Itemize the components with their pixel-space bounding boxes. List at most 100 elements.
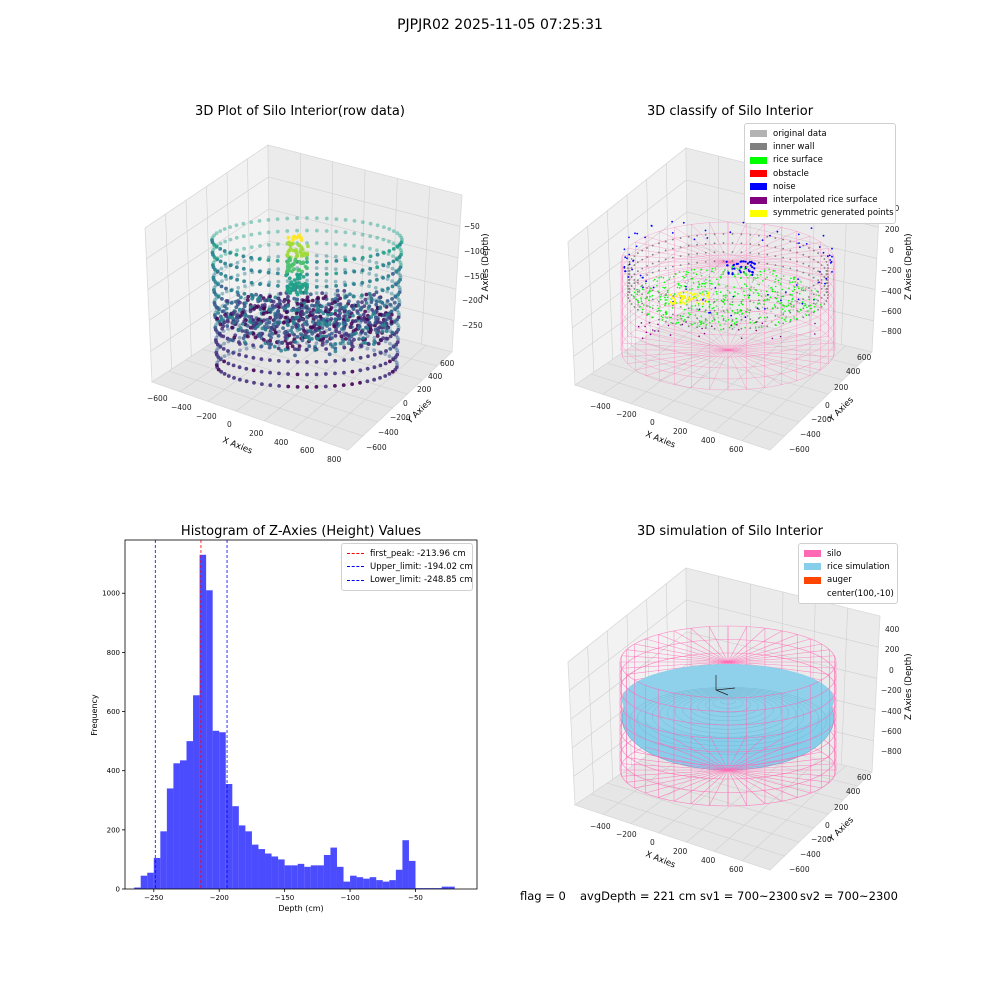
plot1-point xyxy=(366,342,371,346)
plot1-point xyxy=(395,243,399,248)
plot1-point xyxy=(258,269,263,273)
plot1-point xyxy=(240,310,245,315)
plot2-ztick: 0 xyxy=(889,246,894,255)
plot1-point xyxy=(241,234,246,239)
plot1-point xyxy=(347,309,352,314)
plot2-inner-wall-point xyxy=(646,247,648,249)
plot2-symmetric-point xyxy=(669,293,672,296)
plot1-point xyxy=(220,297,224,301)
plot2-inner-wall-point xyxy=(713,251,716,254)
plot1-point xyxy=(395,308,399,313)
plot2-inner-wall-point xyxy=(641,284,644,287)
plot2-surface-point xyxy=(699,321,701,324)
plot2-surface-point xyxy=(636,288,639,291)
silo-spoke xyxy=(727,643,822,663)
plot1-point xyxy=(226,361,231,366)
plot2-surface-point xyxy=(722,298,725,300)
histogram-frame xyxy=(124,539,478,890)
plot2-ztick: −800 xyxy=(881,327,902,336)
plot2-surface-point xyxy=(735,317,737,320)
plot2-surface-point xyxy=(685,304,688,307)
plot2-surface-point xyxy=(794,281,796,283)
plot1-point xyxy=(368,330,372,335)
plot2-symmetric-point xyxy=(678,292,681,296)
plot4-ytick: −600 xyxy=(789,865,810,874)
plot1-point xyxy=(223,261,228,266)
plot2-symmetric-point xyxy=(696,301,699,304)
plot2-surface-point xyxy=(660,315,663,318)
plot2-inner-wall-point xyxy=(740,327,743,330)
silo-spoke xyxy=(626,649,729,663)
legend-line xyxy=(347,553,364,555)
plot2-inner-wall-point xyxy=(731,242,734,244)
plot1-point xyxy=(349,304,354,309)
silo-spoke xyxy=(727,630,783,663)
plot1-point xyxy=(222,354,227,358)
plot2-inner-wall-point xyxy=(641,311,644,314)
plot2-surface-point xyxy=(687,280,690,283)
plot2-surface-point xyxy=(683,285,686,287)
plot1-point xyxy=(393,307,397,312)
plot2-surface-point xyxy=(683,276,685,279)
plot1-point xyxy=(360,257,364,262)
silo-spoke xyxy=(727,227,782,263)
plot2-surface-point xyxy=(757,326,760,329)
plot2-surface-point xyxy=(650,287,652,290)
plot1-point xyxy=(398,273,402,278)
plot1-point xyxy=(285,342,290,346)
plot1-point xyxy=(254,292,258,297)
silo-spoke xyxy=(727,349,811,376)
plot1-point xyxy=(397,258,401,263)
plot1-point xyxy=(294,250,299,255)
silo-spoke xyxy=(727,349,834,358)
plot1-point xyxy=(284,310,289,315)
plot2-inner-wall-point xyxy=(789,267,792,270)
plot1-point xyxy=(219,254,224,258)
plot2-noise-point xyxy=(829,259,832,261)
plot2-inner-wall-point xyxy=(825,279,828,281)
plot2-surface-point xyxy=(712,315,715,317)
plot2-inner-wall-point xyxy=(758,308,760,311)
silo-spoke xyxy=(708,734,729,771)
silo-spoke xyxy=(626,769,729,783)
plot3-title: Histogram of Z-Axies (Height) Values xyxy=(180,524,422,539)
plot1-point xyxy=(268,294,272,299)
plot2-inner-wall-point xyxy=(722,260,725,262)
plot1-point xyxy=(399,248,403,253)
plot2-symmetric-point xyxy=(687,296,690,299)
plot1-point xyxy=(238,326,243,330)
plot2-inner-wall-point xyxy=(731,233,734,235)
plot2-surface-point xyxy=(789,293,791,296)
plot1-point xyxy=(391,272,395,276)
plot2-surface-point xyxy=(713,298,715,300)
plot1-point xyxy=(297,318,301,323)
plot1-point xyxy=(226,352,231,356)
plot2-inner-wall-point xyxy=(651,298,654,301)
plot1-xtick: 200 xyxy=(249,429,264,438)
plot1-point xyxy=(366,306,371,310)
silo-spoke xyxy=(659,231,729,263)
plot1-point xyxy=(226,327,230,331)
plot1-point xyxy=(395,348,400,353)
plot2-inner-wall-point xyxy=(820,306,823,308)
plot1-point xyxy=(323,309,328,313)
plot1-point xyxy=(286,323,290,328)
silo-spoke xyxy=(645,236,729,263)
plot1-point xyxy=(296,307,301,312)
status-flag: flag = 0 xyxy=(520,889,566,903)
plot2-inner-wall-point xyxy=(796,251,798,254)
plot2-noise-point xyxy=(624,270,626,272)
silo-spoke xyxy=(727,738,783,771)
plot2-noise-point xyxy=(628,253,631,256)
plot1-point xyxy=(324,359,328,364)
plot2-surface-point xyxy=(792,290,794,293)
plot2-inner-wall-point xyxy=(820,288,823,290)
plot2-interpolated-point xyxy=(641,337,644,340)
plot1-point xyxy=(300,269,305,274)
plot1-point xyxy=(334,284,338,288)
plot1-point xyxy=(324,272,329,276)
plot2-inner-wall-point xyxy=(766,244,769,247)
plot2-surface-point xyxy=(678,284,680,286)
plot1-point xyxy=(334,259,339,263)
silo-spoke xyxy=(645,638,729,663)
